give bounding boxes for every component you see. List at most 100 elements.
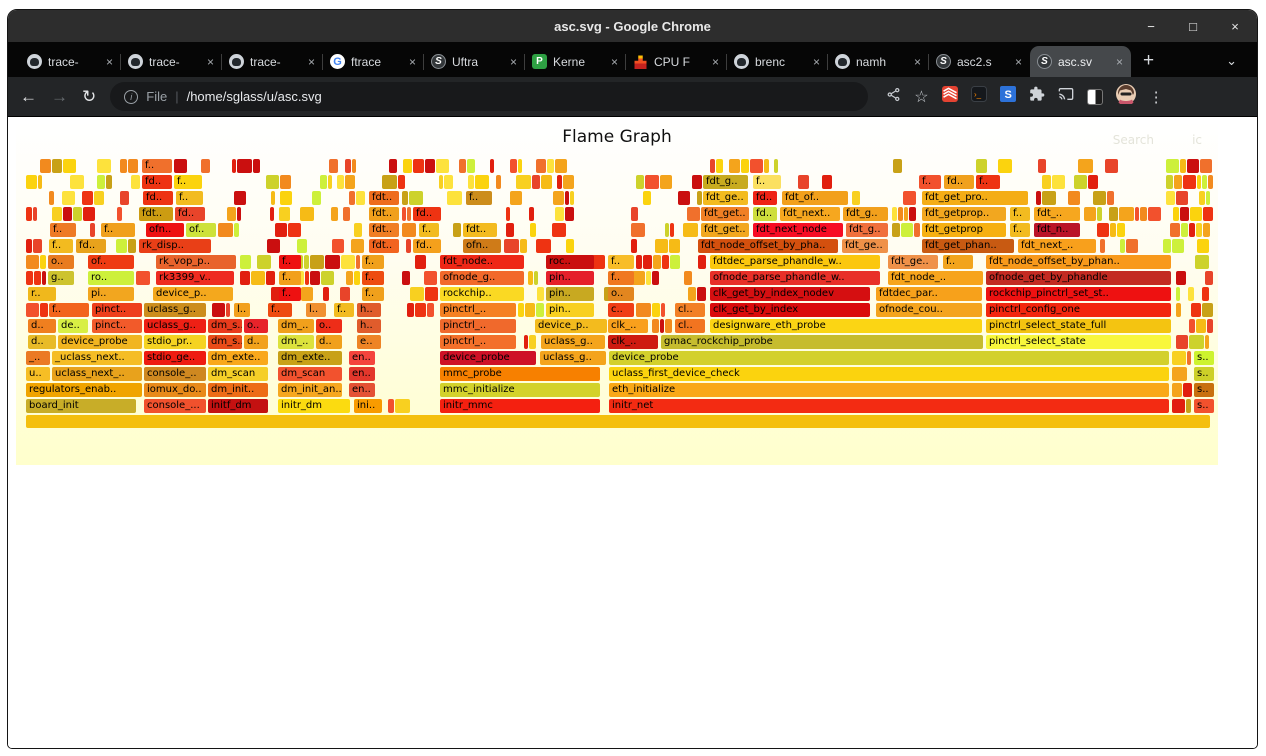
flame-bar[interactable] <box>901 223 913 237</box>
flame-bar[interactable] <box>240 271 250 285</box>
flame-bar[interactable] <box>26 175 37 189</box>
tab-close-icon[interactable]: × <box>711 54 719 69</box>
flame-bar[interactable] <box>415 303 426 317</box>
flame-bar[interactable] <box>1120 239 1125 253</box>
flame-bar[interactable] <box>280 175 291 189</box>
flame-bar[interactable] <box>1180 207 1189 221</box>
flame-frame[interactable]: regulators_enab.. <box>26 383 142 397</box>
flame-frame[interactable]: fd.. <box>413 207 441 221</box>
flame-bar[interactable] <box>436 159 449 173</box>
flame-frame[interactable]: fdt.. <box>463 223 497 237</box>
flame-bar[interactable] <box>852 191 860 205</box>
flame-frame[interactable]: of.. <box>88 255 134 269</box>
flame-bar[interactable] <box>665 223 669 237</box>
flame-bar[interactable] <box>240 255 251 269</box>
flame-bar[interactable] <box>716 159 723 173</box>
flame-frame[interactable]: dm_.. <box>278 335 314 349</box>
flame-frame[interactable]: fdt_g.. <box>703 175 748 189</box>
tab-cpu-f[interactable]: CPU F × <box>626 46 727 77</box>
flame-bar[interactable] <box>1186 399 1191 413</box>
flame-bar[interactable] <box>652 271 659 285</box>
flame-bar[interactable] <box>529 335 536 349</box>
flame-bar[interactable] <box>403 159 412 173</box>
flame-bar[interactable] <box>684 271 692 285</box>
flame-bar[interactable] <box>329 159 338 173</box>
flame-bar[interactable] <box>388 399 394 413</box>
flame-bar[interactable] <box>459 159 466 173</box>
flame-frame[interactable]: f.. <box>176 191 203 205</box>
flame-frame[interactable]: ofnode_g.. <box>440 271 524 285</box>
flame-bar[interactable] <box>914 223 920 237</box>
flame-frame[interactable]: uclass_first_device_check <box>609 367 1169 381</box>
flame-bar[interactable] <box>352 159 356 173</box>
flame-bar[interactable] <box>898 207 903 221</box>
terminal-extension-icon[interactable]: ›_ <box>970 86 987 107</box>
flame-bar[interactable] <box>346 271 353 285</box>
reload-icon[interactable]: ↻ <box>82 87 97 106</box>
tab-close-icon[interactable]: × <box>1115 54 1123 69</box>
flame-bar[interactable] <box>1163 239 1171 253</box>
flame-frame[interactable]: o.. <box>316 319 342 333</box>
flame-bar[interactable] <box>407 207 411 221</box>
flame-bar[interactable] <box>349 191 355 205</box>
flame-bar[interactable] <box>340 287 350 301</box>
flame-frame[interactable]: d.. <box>28 335 56 349</box>
flame-frame[interactable]: pinctrl_.. <box>440 335 516 349</box>
flame-bar[interactable] <box>227 207 236 221</box>
flame-bar[interactable] <box>536 239 551 253</box>
flame-bar[interactable] <box>337 175 344 189</box>
flame-frame[interactable]: fd.. <box>76 239 106 253</box>
flame-bar[interactable] <box>893 159 902 173</box>
flame-bar[interactable] <box>40 159 51 173</box>
flame-bar[interactable] <box>1176 303 1181 317</box>
flame-frame[interactable]: f.. <box>362 271 384 285</box>
flame-frame[interactable]: fd.. <box>143 191 173 205</box>
flame-bar[interactable] <box>38 175 42 189</box>
flame-frame[interactable]: fd.. <box>944 175 974 189</box>
flame-bar[interactable] <box>692 175 702 189</box>
tab-trace-[interactable]: trace- × <box>121 46 222 77</box>
flame-bar[interactable] <box>1189 319 1195 333</box>
flame-bar[interactable] <box>1109 207 1118 221</box>
flame-frame[interactable]: dm_scan <box>278 367 342 381</box>
flame-bar[interactable] <box>52 207 62 221</box>
flame-bar[interactable] <box>1068 191 1080 205</box>
flame-bar[interactable] <box>631 239 637 253</box>
flame-frame[interactable]: fdt_next_.. <box>1018 239 1096 253</box>
flame-frame[interactable]: fdt_get_phan.. <box>922 239 1014 253</box>
flame-frame[interactable]: fdt_getprop.. <box>922 207 1006 221</box>
flame-frame[interactable]: pin.. <box>546 271 594 285</box>
flame-bar[interactable] <box>661 303 665 317</box>
tab-close-icon[interactable]: × <box>913 54 921 69</box>
flame-bar[interactable] <box>1176 271 1186 285</box>
flame-bar[interactable] <box>1196 319 1206 333</box>
flame-frame[interactable]: s.. <box>1194 367 1214 381</box>
flame-bar[interactable] <box>63 207 72 221</box>
flame-frame[interactable]: ofnode_cou.. <box>876 303 982 317</box>
new-tab-button[interactable]: + <box>1143 50 1155 71</box>
tab-close-icon[interactable]: × <box>307 54 315 69</box>
flame-bar[interactable] <box>563 175 574 189</box>
avatar[interactable] <box>1115 84 1136 109</box>
flame-frame[interactable]: device_p.. <box>535 319 607 333</box>
flame-bar[interactable] <box>1205 271 1213 285</box>
flame-bar[interactable] <box>1038 159 1046 173</box>
flame-bar[interactable] <box>280 191 292 205</box>
flame-frame[interactable]: h.. <box>357 319 381 333</box>
flame-frame[interactable]: initr_dm <box>278 399 350 413</box>
flame-frame[interactable]: f.. <box>976 175 1000 189</box>
flame-bar[interactable] <box>678 191 690 205</box>
flame-bar[interactable] <box>1172 383 1182 397</box>
flame-bar[interactable] <box>1197 175 1201 189</box>
flame-bar[interactable] <box>1042 175 1051 189</box>
flame-frame[interactable]: fdt.. <box>369 223 399 237</box>
flame-bar[interactable] <box>1105 159 1118 173</box>
flame-bar[interactable] <box>424 271 437 285</box>
flame-bar[interactable] <box>128 159 138 173</box>
flame-bar[interactable] <box>1166 159 1179 173</box>
flame-bar[interactable] <box>62 191 75 205</box>
flame-bar[interactable] <box>237 159 252 173</box>
flame-bar[interactable] <box>1170 223 1180 237</box>
flame-bar[interactable] <box>1172 367 1187 381</box>
